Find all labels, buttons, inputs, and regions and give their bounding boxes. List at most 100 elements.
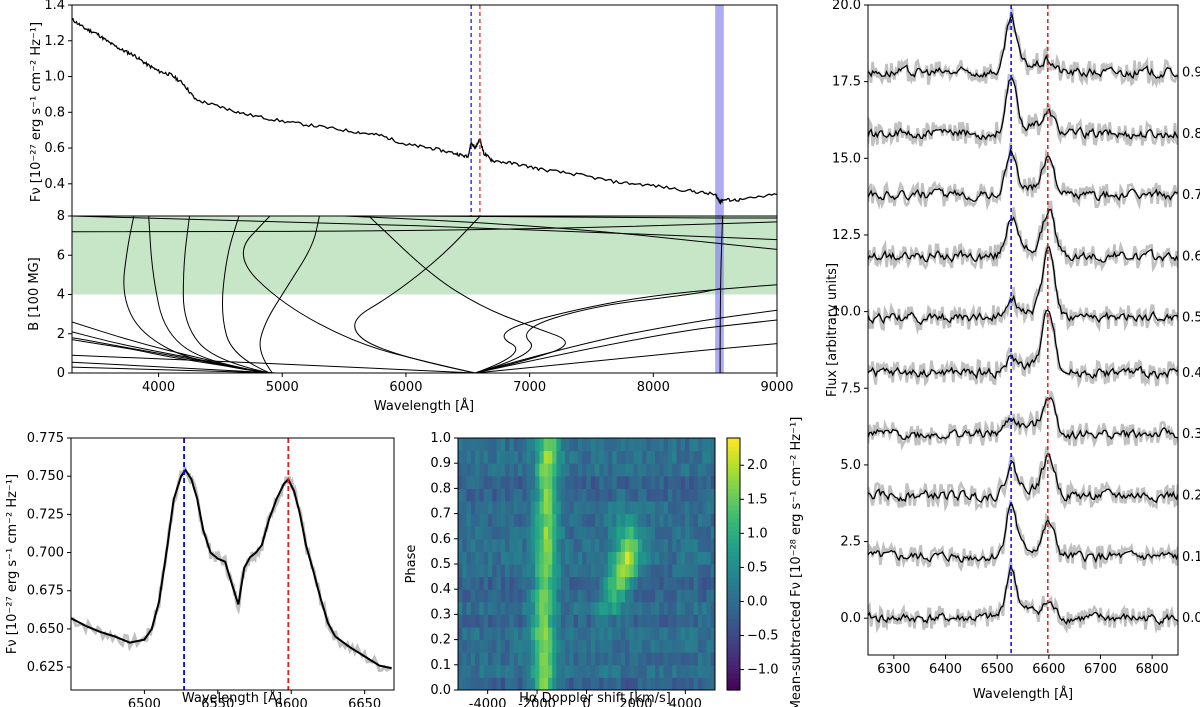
heatmap-cell (462, 463, 468, 477)
field-tracks-panel: 0 2 4 6 8 4000 5000 6000 7000 8000 9000 B [100 MG]… (27, 209, 794, 414)
heatmap-cell (500, 589, 506, 603)
heatmap-cell (663, 551, 669, 565)
heatmap-cell (607, 551, 613, 565)
heatmap-cell (517, 538, 523, 552)
field-track-t14 (243, 216, 476, 373)
heatmap-cell (505, 614, 510, 628)
heatmap-cell (522, 652, 528, 666)
heatmap-cell (676, 488, 682, 502)
colorbar-segment (727, 564, 740, 569)
heatmap-cell (680, 526, 686, 540)
heatmap-cell (509, 488, 515, 502)
heatmap-cell (470, 564, 476, 578)
heatmap-cell (667, 627, 673, 641)
heatmap-cell (633, 463, 639, 477)
heatmap-cell (629, 639, 635, 653)
heatmap-cell (667, 526, 673, 540)
heatmap-cell (659, 601, 665, 615)
xtick-label: -2000 (518, 697, 556, 707)
heatmap-cell (492, 475, 498, 489)
colorbar-segment (727, 597, 740, 603)
heatmap-cell (466, 463, 472, 477)
heatmap-cell (496, 501, 502, 515)
heatmap-cell (693, 589, 699, 603)
heatmap-cell (629, 614, 635, 628)
heatmap-cell (637, 538, 643, 552)
heatmap-cell (676, 627, 682, 641)
raw-spectrum-3 (868, 390, 1178, 451)
heatmap-cell (706, 589, 712, 603)
heatmap-cell (680, 576, 686, 590)
heatmap-cell (612, 677, 617, 691)
heatmap-cell (637, 450, 643, 464)
heatmap-cell (466, 564, 472, 578)
heatmap-cell (483, 677, 489, 691)
heatmap-cell (535, 450, 540, 464)
ytick-label: 0.650 (27, 622, 64, 637)
heatmap-cell (693, 627, 699, 641)
colorbar-tick-label: 1.0 (747, 526, 768, 541)
heatmap-cell (612, 652, 617, 666)
heatmap-cell (620, 488, 626, 502)
smoothed-spectrum-7 (868, 147, 1178, 202)
heatmap-cell (672, 677, 677, 691)
heatmap-cell (513, 664, 519, 678)
heatmap-cell (475, 652, 480, 666)
heatmap-cell (582, 501, 587, 515)
heatmap-cell (710, 627, 716, 641)
heatmap-cell (607, 513, 613, 527)
heatmap-cell (595, 664, 600, 678)
heatmap-cell (603, 652, 609, 666)
heatmap-cell (522, 564, 528, 578)
heatmap-cell (685, 538, 690, 552)
colorbar-segment (727, 677, 740, 683)
heatmap-cell (475, 564, 480, 578)
heatmap-cell (458, 576, 463, 590)
heatmap-cell (517, 463, 523, 477)
heatmap-cell (483, 438, 489, 452)
heatmap-cell (676, 463, 682, 477)
heatmap-cell (530, 551, 536, 565)
heatmap-cell (487, 576, 493, 590)
heatmap-cell (689, 627, 695, 641)
heatmap-cell (693, 677, 699, 691)
xtick-label: 9000 (760, 380, 793, 395)
heatmap-cell (547, 589, 553, 603)
heatmap-cell (650, 450, 656, 464)
heatmap-cell (659, 438, 665, 452)
heatmap-cell (625, 463, 630, 477)
heatmap-cell (710, 601, 716, 615)
colorbar-segment (727, 601, 740, 607)
colorbar-segment (727, 555, 740, 561)
heatmap-cell (599, 513, 605, 527)
heatmap-cell (633, 664, 639, 678)
heatmap-cell (616, 501, 622, 515)
heatmap-cell (509, 438, 515, 452)
heatmap-cell (625, 488, 630, 502)
heatmap-cell (650, 589, 656, 603)
heatmap-cell (680, 513, 686, 527)
heatmap-cell (458, 614, 463, 628)
heatmap-cell (650, 501, 656, 515)
heatmap-cell (659, 564, 665, 578)
heatmap-cell (475, 438, 480, 452)
phase-label: 0.2 (1182, 489, 1200, 504)
heatmap-cell (659, 463, 665, 477)
heatmap-cell (706, 601, 712, 615)
heatmap-cell (702, 627, 707, 641)
heatmap-cell (702, 564, 707, 578)
heatmap-cell (697, 677, 703, 691)
heatmap-cell (616, 513, 622, 527)
heatmap-cell (590, 627, 596, 641)
heatmap-cell (517, 501, 523, 515)
heatmap-cell (487, 438, 493, 452)
heatmap-cell (642, 564, 647, 578)
colorbar-segment (727, 685, 740, 691)
heatmap-cell (667, 652, 673, 666)
heatmap-cell (577, 614, 583, 628)
heatmap-cell (689, 475, 695, 489)
heatmap-cell (629, 501, 635, 515)
heatmap-cell (655, 677, 660, 691)
heatmap-cell (599, 538, 605, 552)
heatmap-cell (706, 438, 712, 452)
